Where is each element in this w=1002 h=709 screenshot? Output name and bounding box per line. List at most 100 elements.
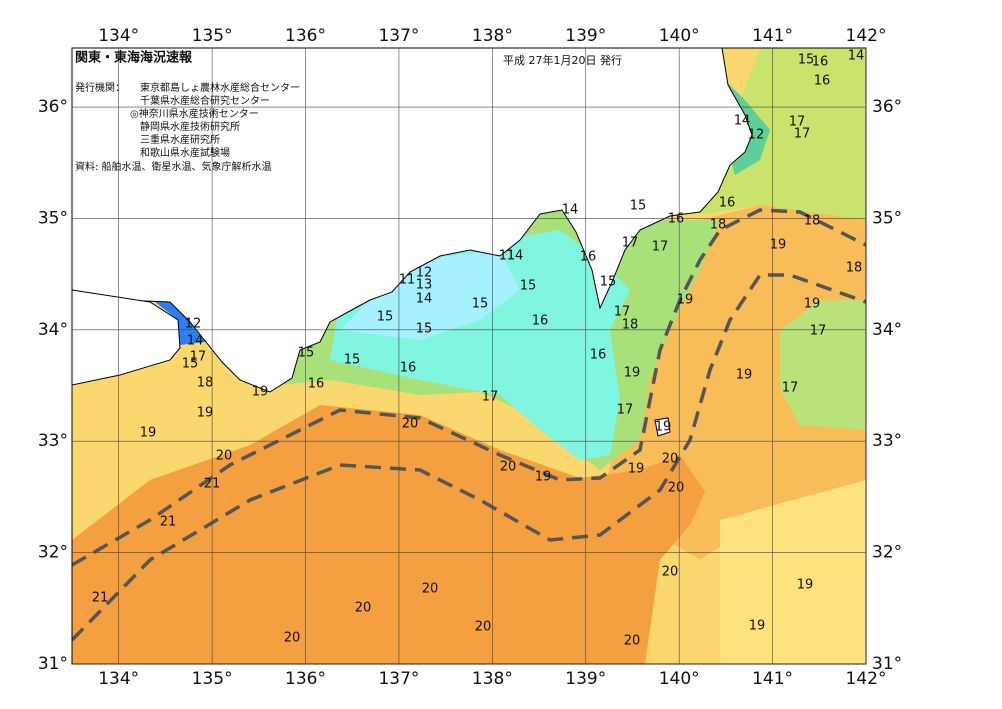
contour-label: 20: [662, 452, 679, 467]
lat-label-left: 31°: [38, 654, 68, 674]
lon-label-top: 134°: [98, 26, 139, 46]
contour-label: 12: [185, 317, 202, 332]
contour-label: 17: [482, 390, 499, 405]
contour-label: 17: [622, 236, 639, 251]
contour-label: 17: [789, 115, 806, 130]
lon-label-top: 137°: [378, 26, 419, 46]
contour-label: 21: [92, 591, 109, 606]
contour-label: 20: [355, 601, 372, 616]
contour-label: 20: [284, 631, 301, 646]
contour-label: 17: [782, 381, 799, 396]
contour-label: 16: [668, 212, 685, 227]
contour-label: 19: [628, 462, 645, 477]
date: 平成 27年1月20日 発行: [503, 53, 622, 67]
lon-label-top: 141°: [752, 26, 793, 46]
lon-label-top: 139°: [565, 26, 606, 46]
contour-label: 19: [770, 238, 787, 253]
lat-label-left: 34°: [38, 320, 68, 340]
contour-label: 15: [298, 346, 315, 361]
agency: 千葉県水産総合研究センター: [140, 94, 270, 107]
lat-label-right: 32°: [872, 543, 902, 563]
lat-label-right: 33°: [872, 431, 902, 451]
agency: 東京都島しょ農林水産総合センター: [140, 81, 300, 94]
contour-label: 15: [798, 53, 815, 68]
graticule: 134° 134° 135° 135° 136° 136° 137° 137° 138° 138°…: [38, 26, 902, 689]
agency-list: 東京都島しょ農林水産総合センター千葉県水産総合研究センター◎神奈川県水産技術セン…: [130, 81, 300, 159]
contour-label: 20: [475, 620, 492, 635]
contour-label: 17: [614, 305, 631, 320]
map-area: [72, 48, 866, 664]
contour-label: 19: [736, 368, 753, 383]
contour-label: 14: [507, 249, 524, 264]
lat-label-right: 31°: [872, 654, 902, 674]
sea-18-se: [720, 480, 866, 664]
contour-label: 15: [630, 199, 647, 214]
contour-label: 19: [797, 578, 814, 593]
contour-label: 19: [677, 293, 694, 308]
contour-label: 16: [308, 377, 325, 392]
contour-label: 16: [400, 361, 417, 376]
contour-label: 21: [160, 515, 177, 530]
contour-label: 12: [416, 266, 433, 281]
contour-label: 17: [652, 240, 669, 255]
contour-label: 19: [804, 297, 821, 312]
contour-label: 17: [794, 127, 811, 142]
contour-label: 14: [562, 203, 579, 218]
contour-label: 11: [399, 273, 416, 288]
contour-label: 18: [804, 214, 821, 229]
contour-label: 14: [734, 114, 751, 129]
sea-15: [340, 250, 520, 340]
title: 関東・東海海況速報: [75, 50, 193, 66]
agency: 静岡県水産技術研究所: [140, 120, 240, 133]
contour-label: 16: [580, 250, 597, 265]
contour-label: 19: [140, 426, 157, 441]
lon-label-top: 136°: [285, 26, 326, 46]
contour-label: 17: [617, 403, 634, 418]
kuroshio-axis: [72, 208, 866, 642]
contour-label: 18: [710, 218, 727, 233]
contour-label: 19: [252, 385, 269, 400]
agency: 三重県水産研究所: [140, 133, 220, 146]
source: 資料: 船舶水温、衛星水温、気象庁解析水温: [75, 160, 272, 173]
contour-label: 12: [748, 128, 765, 143]
lon-label-bottom: 138°: [472, 669, 513, 689]
lon-label-bottom: 139°: [565, 669, 606, 689]
lon-label-bottom: 140°: [659, 669, 700, 689]
contour-label: 19: [749, 619, 766, 634]
contour-label: 18: [197, 376, 214, 391]
land: [72, 48, 753, 393]
agency: 和歌山県水産試験場: [140, 146, 230, 159]
lon-label-top: 140°: [659, 26, 700, 46]
contour-label: 15: [377, 310, 394, 325]
sea-17-ne: [700, 48, 866, 220]
contour-label: 16: [590, 348, 607, 363]
lat-label-left: 36°: [38, 97, 68, 117]
contour-label: 16: [812, 55, 829, 70]
contour-label: 14: [848, 49, 865, 64]
contour-label: 19: [197, 406, 214, 421]
lon-label-bottom: 135°: [192, 669, 233, 689]
contour-label: 13: [416, 278, 433, 293]
contour-label: 20: [624, 634, 641, 649]
contour-label: 20: [402, 417, 419, 432]
contour-label: 21: [204, 477, 221, 492]
lon-label-bottom: 141°: [752, 669, 793, 689]
contour-label: 14: [187, 334, 204, 349]
lat-label-left: 33°: [38, 431, 68, 451]
lat-label-left: 32°: [38, 543, 68, 563]
contour-label: 15: [600, 275, 617, 290]
lon-label-bottom: 134°: [98, 669, 139, 689]
contour-label: 16: [719, 196, 736, 211]
contour-label: 20: [216, 449, 233, 464]
contour-label: 18: [622, 318, 639, 333]
lat-label-right: 34°: [872, 320, 902, 340]
contour-label: 15: [520, 279, 537, 294]
contour-label: 16: [532, 314, 549, 329]
lat-label-right: 35°: [872, 208, 902, 228]
contour-label: 15: [182, 357, 199, 372]
contour-label: 17: [810, 324, 827, 339]
contour-label: 20: [500, 460, 517, 475]
lon-label-bottom: 137°: [378, 669, 419, 689]
lon-label-top: 138°: [472, 26, 513, 46]
